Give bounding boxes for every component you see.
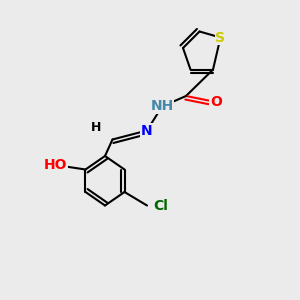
Text: Cl: Cl [153,199,168,212]
Text: HO: HO [44,158,67,172]
Text: H: H [91,121,101,134]
Text: N: N [141,124,153,137]
Text: S: S [215,31,226,44]
Text: O: O [210,95,222,109]
Text: NH: NH [150,100,174,113]
